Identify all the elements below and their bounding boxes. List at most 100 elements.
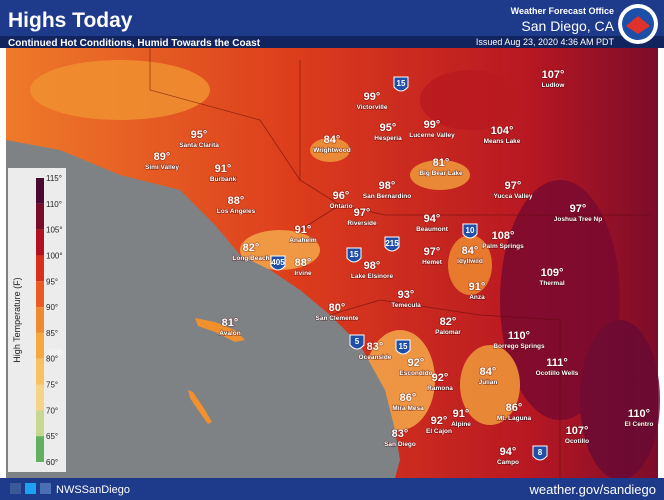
legend-tick-label: 110° [46,200,62,209]
city-name: Idyllwild [457,258,483,265]
city-temp: 91° [295,224,312,236]
highway-number: 405 [271,258,285,267]
highway-number: 215 [385,239,399,248]
city-temp: 92° [408,357,425,369]
city-temp: 86° [506,402,523,414]
subtitle-bar [0,36,664,48]
website[interactable]: weather.gov/sandiego [529,482,656,497]
catalina-island [195,318,245,342]
city-temp: 97° [354,207,371,219]
city-temp: 107° [542,69,565,81]
city-temp: 99° [424,119,441,131]
city-name: Campo [497,459,519,466]
city-temp: 91° [469,281,486,293]
highway-number: 15 [397,79,406,88]
city-name: Yucca Valley [493,193,532,200]
city-temp: 80° [329,302,346,314]
twitter-icon[interactable] [25,483,36,494]
city-name: Thermal [539,280,564,287]
city-name: Burbank [210,176,237,183]
highway-shield [384,236,400,252]
legend-swatch [36,384,44,411]
city-temp: 82° [440,316,457,328]
highway-number: 15 [350,250,359,259]
highway-number: 5 [355,337,360,346]
city-temp: 81° [433,157,450,169]
city-name: Long Beach [232,255,269,262]
legend-tick-label: 115° [46,174,62,183]
heat-blobs [30,60,660,480]
header-bar [0,0,664,36]
legend-swatch [36,436,44,462]
city-temp: 108° [492,230,515,242]
city-temp: 95° [191,129,208,141]
city-name: Hesperia [374,135,402,142]
city-temp: 84° [480,366,497,378]
title: Highs Today [8,9,133,32]
city-temp: 88° [228,195,245,207]
city-temp: 94° [424,213,441,225]
city-temp: 99° [364,91,381,103]
city-temp: 91° [215,163,232,175]
legend-tick-label: 75° [46,381,58,390]
city-labels: 99°Victorville107°Ludlow95°Hesperia99°Lu… [144,68,654,466]
issued: Issued Aug 23, 2020 4:36 AM PDT [476,37,615,47]
legend-swatch [36,255,44,282]
city-temp: 97° [570,203,587,215]
county-lines [149,48,650,478]
city-temp: 91° [453,408,470,420]
city-name: Lucerne Valley [409,132,455,139]
city-temp: 89° [154,151,171,163]
footer-bar [0,478,664,500]
highway-number: 8 [538,448,543,457]
city-name: Anaheim [289,237,317,244]
highway-shield [532,445,548,461]
city-temp: 110° [508,330,530,342]
city-name: Avalon [219,330,240,337]
legend-swatch [36,332,44,359]
city-temp: 97° [505,180,522,192]
city-name: Wrightwood [313,147,350,154]
city-temp: 83° [367,341,384,353]
legend-tick-label: 100° [46,251,63,260]
city-name: Los Angeles [217,208,256,215]
city-name: Ocotillo [565,438,589,445]
legend-tick-label: 60° [46,458,58,467]
city-name: Ontario [329,203,352,210]
city-name: Simi Valley [145,164,179,171]
city-temp: 92° [431,415,448,427]
city-temp: 82° [243,242,260,254]
city-temp: 84° [462,245,479,257]
highway-shield [462,223,478,239]
city-temp: 83° [392,428,409,440]
city-name: Palm Springs [482,243,524,250]
legend-bar: 115° 110° 105° 100° 95° 90° 85° 80° 75° 70° 65° 60° [36,174,63,467]
city-temp: 92° [432,372,449,384]
city-name: Ocotillo Wells [536,370,579,377]
city-name: Ludlow [542,82,566,89]
city-name: Ramona [427,385,453,392]
social-handle[interactable]: NWSSanDiego [56,484,130,496]
facebook-icon[interactable] [10,483,21,494]
city-name: Borrego Springs [493,343,545,350]
legend-swatch [36,229,44,256]
city-temp: 88° [295,257,312,269]
city-name: Julian [479,379,498,386]
legend-tick-label: 90° [46,303,58,312]
youtube-icon[interactable] [40,483,51,494]
office: Weather Forecast Office [511,6,614,16]
city-temp: 93° [398,289,415,301]
city-temp: 94° [500,446,517,458]
legend-title: High Temperature (F) [12,277,22,362]
nws-logo [618,4,658,44]
legend-swatch [36,178,44,204]
legend-tick-label: 65° [46,432,58,441]
legend-tick-label: 70° [46,406,58,415]
highway-shield [395,339,411,355]
highway-shield [270,255,286,271]
city-temp: 111° [546,357,568,369]
highway-number: 10 [466,226,475,235]
city-temp: 110° [628,408,650,420]
legend-tick-label: 105° [46,226,63,235]
